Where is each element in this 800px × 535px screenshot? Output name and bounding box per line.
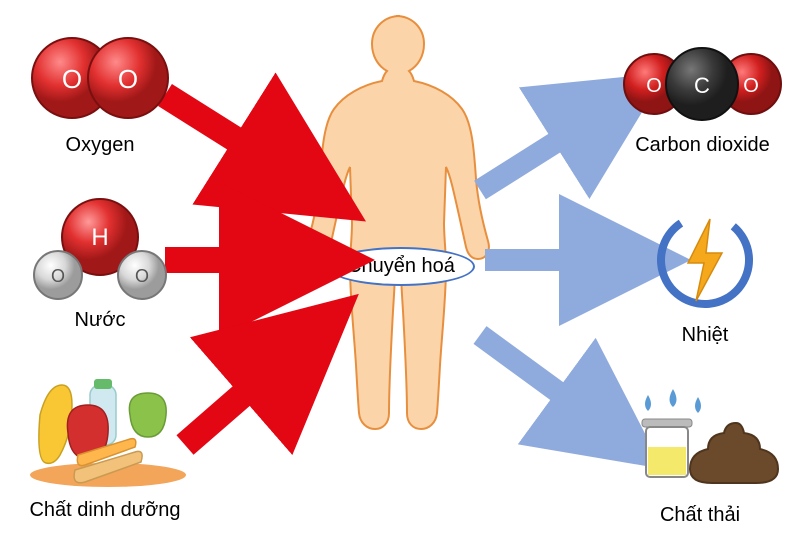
co2-molecule-icon: O C O [620,40,785,125]
svg-text:O: O [62,64,82,94]
input-water: H O O Nước [25,195,175,332]
waste-icon [618,385,783,495]
water-label: Nước [25,309,175,332]
svg-text:O: O [743,75,759,97]
oxygen-label: Oxygen [25,134,175,157]
co2-label: Carbon dioxide [615,134,790,157]
input-oxygen: O O Oxygen [25,30,175,157]
svg-text:O: O [646,75,662,97]
heat-label: Nhiệt [645,324,765,347]
heat-icon [650,205,760,315]
metabolism-diagram: { "diagram": { "type": "infographic", "c… [0,0,800,535]
output-heat: Nhiệt [645,205,765,347]
svg-text:C: C [694,73,710,98]
svg-text:O: O [135,266,149,286]
waste-label: Chất thải [615,504,785,527]
nutrients-label: Chất dinh dưỡng [15,499,195,522]
water-molecule-icon: H O O [30,195,170,300]
output-co2: O C O Carbon dioxide [615,40,790,157]
oxygen-molecule-icon: O O [30,30,170,125]
output-waste: Chất thải [615,385,785,527]
svg-text:O: O [118,64,138,94]
svg-text:H: H [91,224,108,251]
input-nutrients: Chất dinh dưỡng [15,375,195,522]
food-icon [20,375,190,490]
svg-text:O: O [51,266,65,286]
